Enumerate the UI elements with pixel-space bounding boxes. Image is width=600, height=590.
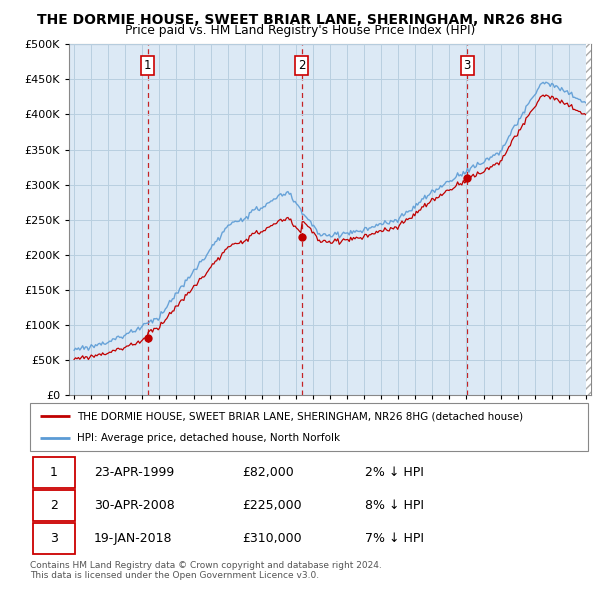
Text: 3: 3 xyxy=(50,532,58,546)
Text: 2: 2 xyxy=(50,499,58,513)
Text: THE DORMIE HOUSE, SWEET BRIAR LANE, SHERINGHAM, NR26 8HG: THE DORMIE HOUSE, SWEET BRIAR LANE, SHER… xyxy=(37,13,563,27)
Text: Contains HM Land Registry data © Crown copyright and database right 2024.
This d: Contains HM Land Registry data © Crown c… xyxy=(30,560,382,580)
Text: 3: 3 xyxy=(464,59,471,72)
Text: 30-APR-2008: 30-APR-2008 xyxy=(94,499,175,513)
Text: 2: 2 xyxy=(298,59,305,72)
FancyBboxPatch shape xyxy=(33,523,74,555)
Text: THE DORMIE HOUSE, SWEET BRIAR LANE, SHERINGHAM, NR26 8HG (detached house): THE DORMIE HOUSE, SWEET BRIAR LANE, SHER… xyxy=(77,411,523,421)
Polygon shape xyxy=(586,44,591,395)
FancyBboxPatch shape xyxy=(30,403,588,451)
Text: 19-JAN-2018: 19-JAN-2018 xyxy=(94,532,173,546)
Text: 2% ↓ HPI: 2% ↓ HPI xyxy=(365,466,424,480)
Text: 1: 1 xyxy=(144,59,151,72)
Text: £225,000: £225,000 xyxy=(242,499,302,513)
Text: 1: 1 xyxy=(50,466,58,480)
Text: HPI: Average price, detached house, North Norfolk: HPI: Average price, detached house, Nort… xyxy=(77,433,340,443)
FancyBboxPatch shape xyxy=(33,490,74,522)
Text: 8% ↓ HPI: 8% ↓ HPI xyxy=(365,499,424,513)
Text: £82,000: £82,000 xyxy=(242,466,294,480)
Text: Price paid vs. HM Land Registry's House Price Index (HPI): Price paid vs. HM Land Registry's House … xyxy=(125,24,475,37)
FancyBboxPatch shape xyxy=(33,457,74,489)
Text: 23-APR-1999: 23-APR-1999 xyxy=(94,466,175,480)
Text: 7% ↓ HPI: 7% ↓ HPI xyxy=(365,532,424,546)
Text: £310,000: £310,000 xyxy=(242,532,302,546)
